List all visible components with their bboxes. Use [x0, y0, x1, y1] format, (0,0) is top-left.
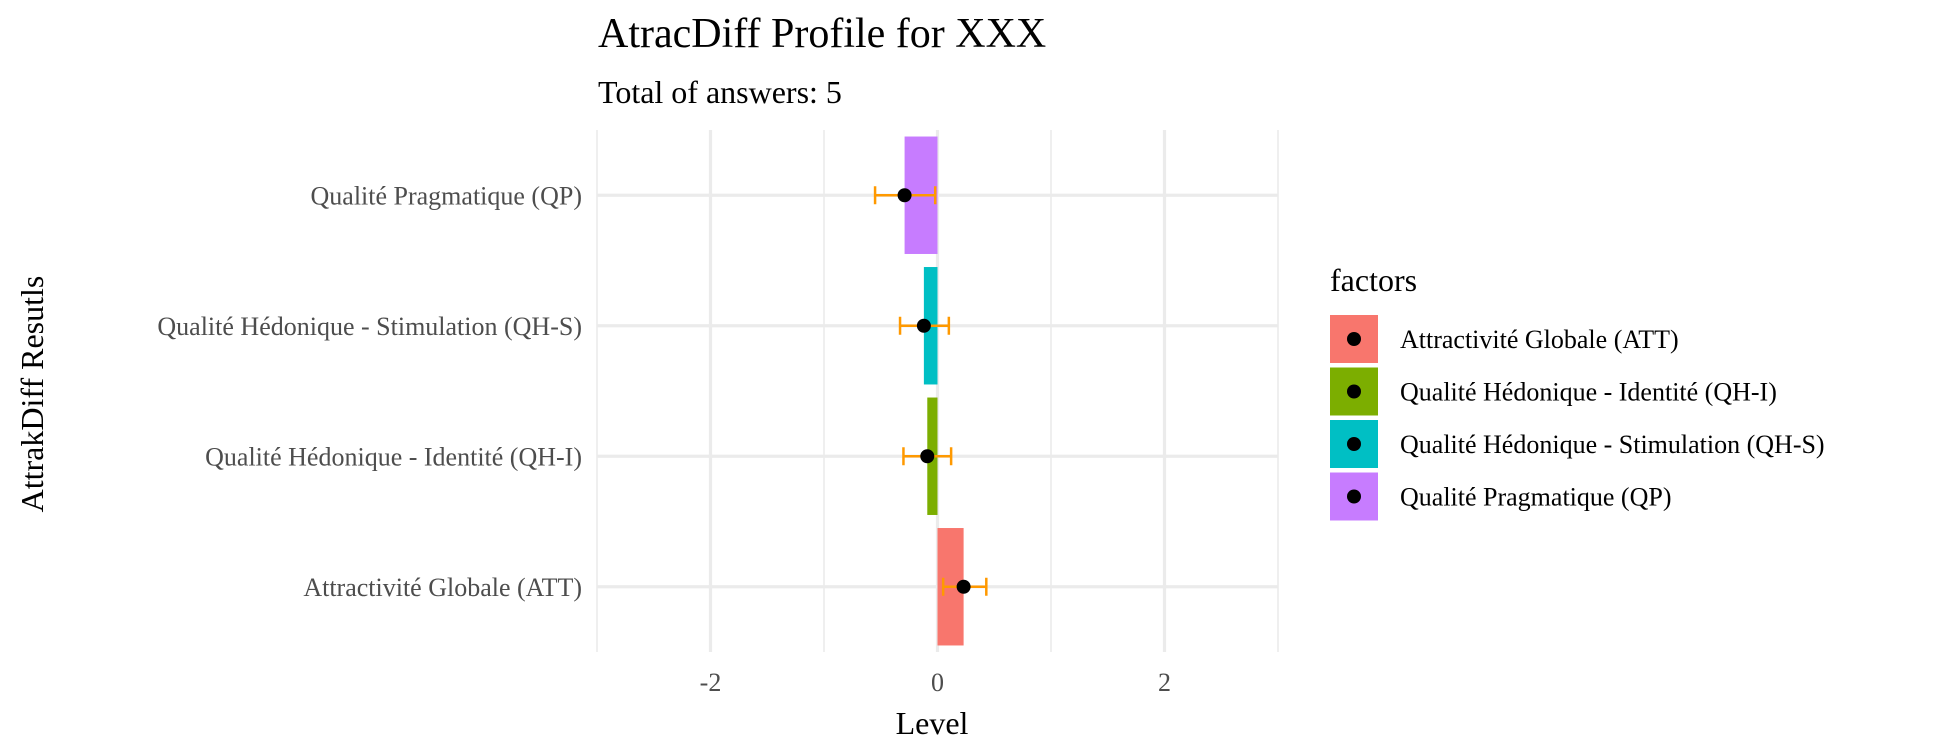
legend-point [1347, 437, 1361, 451]
legend-label: Qualité Pragmatique (QP) [1400, 483, 1672, 512]
legend-point [1347, 489, 1361, 504]
mean-point [920, 449, 935, 464]
x-axis-title: Level [896, 705, 969, 741]
mean-point [956, 579, 971, 594]
x-tick-label: 2 [1158, 668, 1171, 697]
chart-subtitle: Total of answers: 5 [598, 74, 842, 110]
legend-point [1347, 384, 1361, 399]
chart-title: AtracDiff Profile for XXX [598, 11, 1046, 57]
x-tick-label: -2 [700, 668, 722, 697]
legend: factors Attractivité Globale (ATT) Qualit… [1330, 262, 1825, 521]
mean-point [916, 318, 931, 333]
legend-title: factors [1330, 262, 1417, 298]
legend-label: Qualité Hédonique - Identité (QH-I) [1400, 378, 1777, 407]
y-tick-label: Qualité Pragmatique (QP) [311, 181, 583, 210]
x-tick-label: 0 [931, 668, 944, 697]
y-tick-label: Attractivité Globale (ATT) [303, 573, 582, 602]
y-axis-title: AttrakDiff Resutls [14, 276, 50, 513]
mean-point [897, 188, 912, 203]
y-tick-label: Qualité Hédonique - Stimulation (QH-S) [157, 312, 582, 341]
y-tick-label: Qualité Hédonique - Identité (QH-I) [205, 442, 582, 471]
legend-label: Attractivité Globale (ATT) [1400, 325, 1679, 354]
plot-area: Attractivité Globale (ATT) Qualité Hédoni… [157, 130, 1279, 697]
legend-point [1347, 332, 1361, 346]
legend-label: Qualité Hédonique - Stimulation (QH-S) [1400, 430, 1825, 459]
